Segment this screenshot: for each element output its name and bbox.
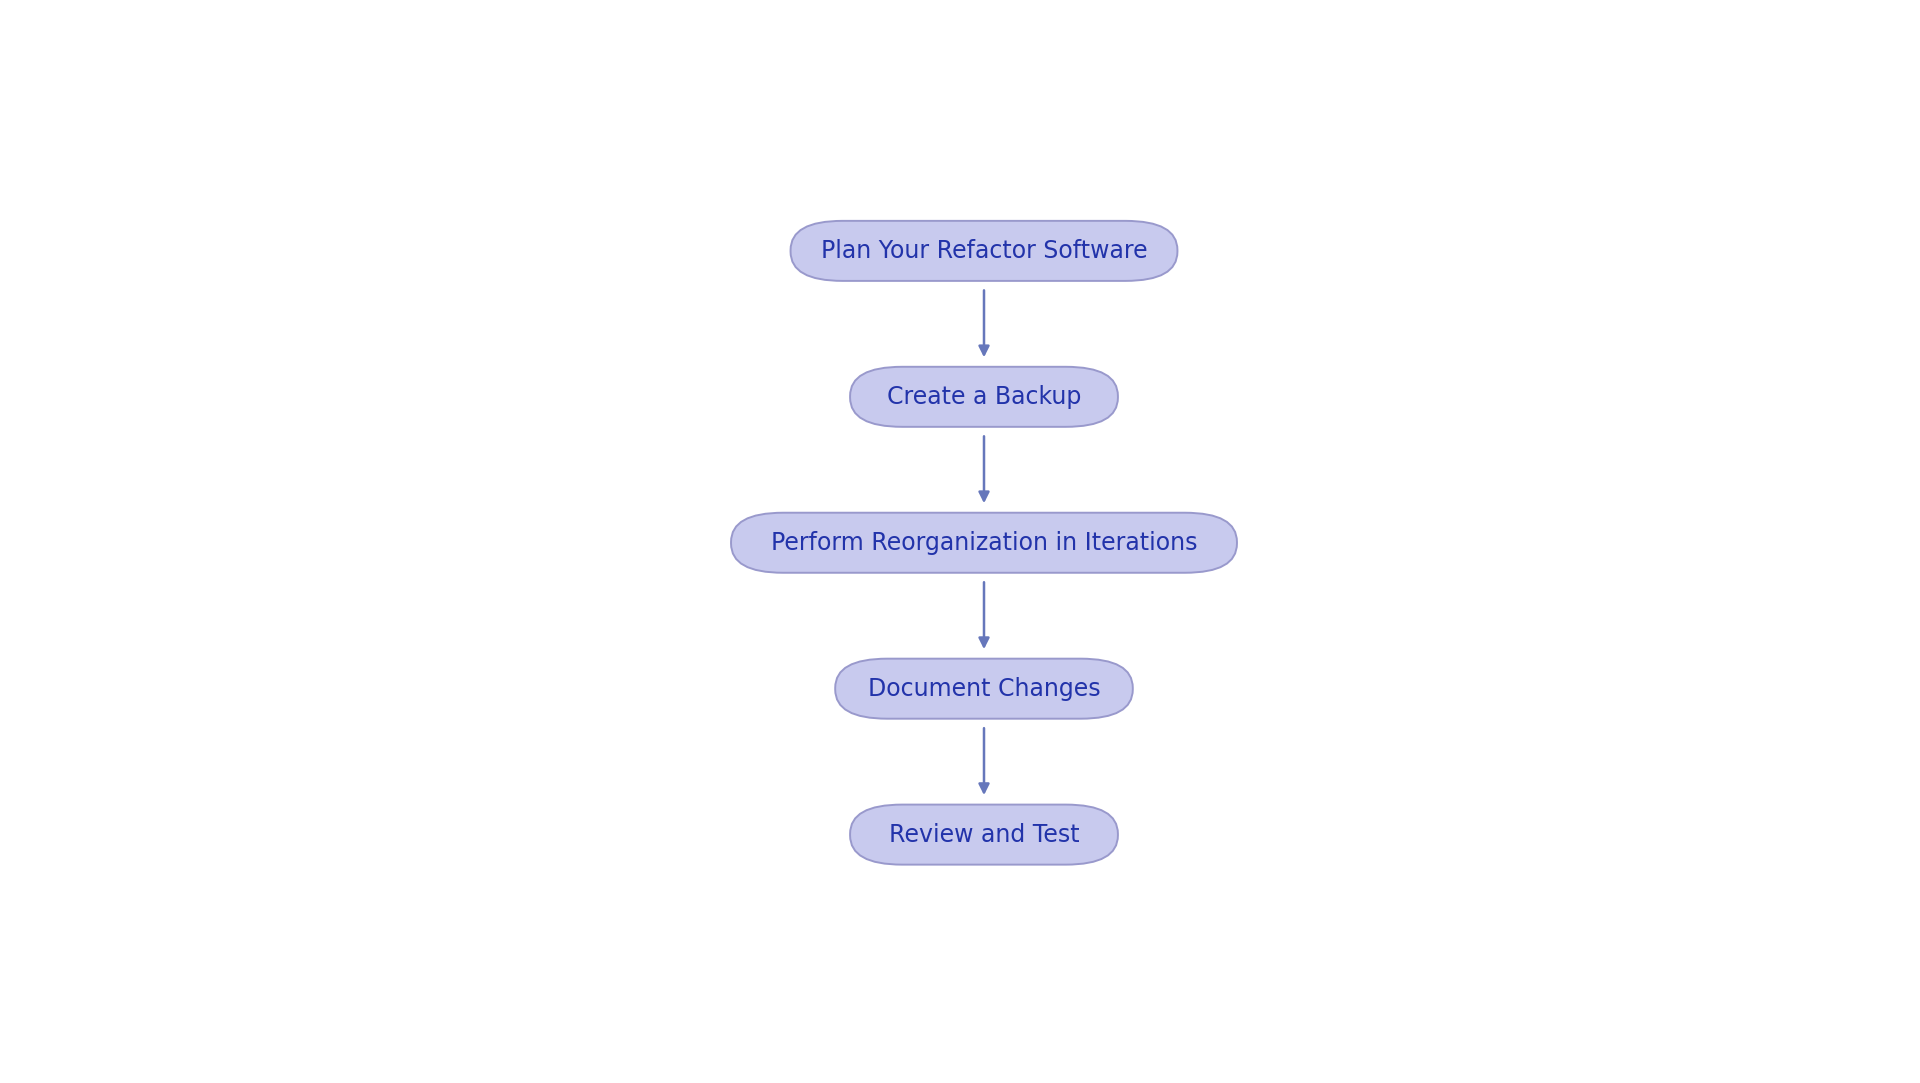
Text: Perform Reorganization in Iterations: Perform Reorganization in Iterations — [770, 531, 1198, 554]
Text: Plan Your Refactor Software: Plan Your Refactor Software — [820, 239, 1148, 263]
FancyBboxPatch shape — [732, 512, 1236, 573]
Text: Document Changes: Document Changes — [868, 677, 1100, 701]
FancyBboxPatch shape — [851, 805, 1117, 864]
FancyBboxPatch shape — [791, 221, 1177, 280]
Text: Create a Backup: Create a Backup — [887, 384, 1081, 408]
FancyBboxPatch shape — [851, 367, 1117, 427]
FancyBboxPatch shape — [835, 658, 1133, 719]
Text: Review and Test: Review and Test — [889, 823, 1079, 847]
